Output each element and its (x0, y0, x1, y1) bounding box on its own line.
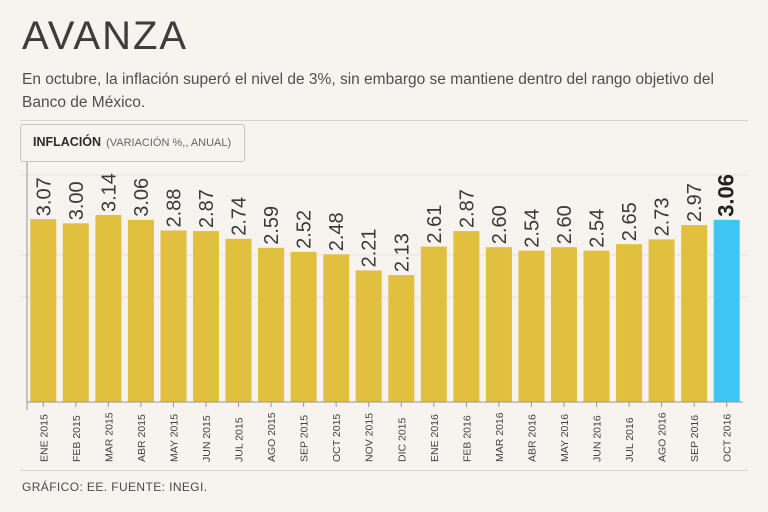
bar (388, 275, 415, 402)
bar-value-label: 2.60 (554, 205, 576, 244)
x-tick-label: ABR 2015 (136, 414, 148, 462)
bar-value-label: 2.61 (424, 205, 446, 244)
bar-chart: 3.07 ENE 2015 3.00 FEB 2015 3.14 MAR 2015 3.06… (20, 140, 748, 462)
bar-value-label: 3.14 (98, 173, 120, 212)
x-tick-label: MAR 2015 (103, 412, 115, 462)
bar-value-label: 2.88 (164, 189, 186, 228)
x-tick-label: JUN 2016 (592, 415, 604, 462)
bar (616, 244, 643, 402)
bar (453, 231, 480, 402)
x-tick-label: OCT 2016 (722, 414, 734, 462)
bar-value-label: 2.48 (326, 212, 348, 251)
x-tick-label: SEP 2016 (689, 415, 701, 462)
x-tick-label: ABR 2016 (527, 414, 539, 462)
bar-value-label: 2.54 (522, 209, 544, 248)
bar (485, 247, 512, 402)
bar (551, 247, 577, 402)
x-tick-label: NOV 2015 (364, 413, 376, 462)
bar-value-label: 2.52 (294, 210, 316, 249)
bar-value-label: 3.00 (66, 181, 88, 220)
bar-value-label: 2.59 (261, 206, 283, 245)
x-tick-label: SEP 2015 (299, 415, 311, 462)
x-tick-label: OCT 2015 (331, 414, 343, 462)
bar (225, 238, 252, 402)
bar-value-label: 2.87 (196, 189, 218, 228)
x-tick-label: ENE 2016 (429, 414, 441, 462)
bar-value-label: 2.73 (652, 197, 674, 236)
bar (127, 219, 154, 402)
series-label-sub: (VARIACIÓN %,, ANUAL) (106, 137, 232, 149)
x-tick-label: AGO 2015 (266, 412, 278, 462)
bar-value-label: 2.54 (587, 209, 609, 248)
bar (323, 254, 350, 402)
bar-value-label: 2.87 (456, 189, 478, 228)
top-divider (20, 120, 748, 121)
bar (648, 239, 675, 402)
bar-value-label: 3.07 (33, 177, 55, 216)
bar (420, 246, 447, 402)
bottom-divider (20, 470, 748, 471)
bar-value-label: 2.74 (229, 197, 251, 236)
bar (518, 250, 545, 402)
bar (258, 247, 285, 402)
bar (160, 230, 187, 402)
bar (681, 225, 708, 402)
series-label-main: INFLACIÓN (33, 135, 102, 149)
series-label-box: INFLACIÓN (VARIACIÓN %,, ANUAL) (20, 124, 245, 162)
bar (713, 219, 740, 402)
bar (355, 270, 382, 402)
x-tick-label: MAY 2016 (559, 414, 571, 462)
bar-value-label: 2.65 (619, 202, 641, 241)
x-tick-label: JUN 2015 (201, 415, 213, 462)
x-tick-label: FEB 2015 (71, 415, 83, 462)
bar (95, 215, 122, 402)
bar (290, 251, 317, 402)
chart-title: AVANZA (22, 14, 189, 58)
bar (583, 250, 610, 402)
bar-value-label: 2.60 (489, 205, 511, 244)
x-tick-label: JUL 2016 (624, 417, 636, 462)
bar-value-label: 2.21 (359, 228, 381, 267)
x-tick-label: JUL 2015 (234, 417, 246, 462)
bar-value-label: 2.13 (391, 233, 413, 272)
x-tick-label: MAY 2015 (169, 414, 181, 462)
x-tick-label: ENE 2015 (38, 414, 50, 462)
chart-subtitle: En octubre, la inflación superó el nivel… (22, 71, 714, 111)
x-tick-label: FEB 2016 (461, 415, 473, 462)
bar (193, 231, 219, 402)
footer-credit: GRÁFICO: EE. FUENTE: INEGI. (22, 480, 208, 494)
bar-value-label: 2.97 (684, 183, 706, 222)
x-tick-label: DIC 2015 (396, 417, 408, 462)
bar (30, 219, 57, 402)
bar-value-label: 3.06 (714, 174, 739, 217)
x-tick-label: MAR 2016 (494, 412, 506, 462)
x-tick-label: AGO 2016 (657, 412, 669, 462)
bar-value-label: 3.06 (131, 178, 153, 217)
bar (62, 223, 89, 402)
